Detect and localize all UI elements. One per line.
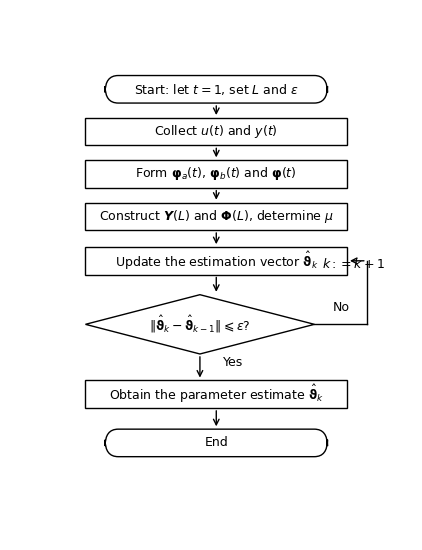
Text: Obtain the parameter estimate $\hat{\boldsymbol{\vartheta}}_k$: Obtain the parameter estimate $\hat{\bol…	[109, 383, 324, 405]
Text: End: End	[204, 436, 228, 449]
FancyBboxPatch shape	[105, 75, 327, 103]
Text: Collect $u(t)$ and $y(t)$: Collect $u(t)$ and $y(t)$	[154, 123, 278, 140]
Text: No: No	[333, 301, 349, 314]
Text: Start: let $t=1$, set $L$ and $\varepsilon$: Start: let $t=1$, set $L$ and $\varepsil…	[134, 82, 299, 97]
Text: Form $\boldsymbol{\varphi}_{a}(t)$, $\boldsymbol{\varphi}_{b}(t)$ and $\boldsymb: Form $\boldsymbol{\varphi}_{a}(t)$, $\bo…	[135, 166, 297, 183]
Bar	[85, 160, 347, 188]
Bar	[85, 118, 347, 145]
Polygon shape	[86, 295, 314, 354]
Bar	[85, 381, 347, 408]
Text: $\|\hat{\boldsymbol{\vartheta}}_k - \hat{\boldsymbol{\vartheta}}_{k-1}\| \leqsla: $\|\hat{\boldsymbol{\vartheta}}_k - \hat…	[149, 314, 251, 335]
FancyBboxPatch shape	[105, 429, 327, 456]
Text: Update the estimation vector $\hat{\boldsymbol{\vartheta}}_k$: Update the estimation vector $\hat{\bold…	[114, 250, 318, 272]
Bar	[85, 202, 347, 230]
Text: Yes: Yes	[223, 356, 243, 369]
Text: Construct $\boldsymbol{Y}(L)$ and $\boldsymbol{\Phi}(L)$, determine $\mu$: Construct $\boldsymbol{Y}(L)$ and $\bold…	[99, 208, 334, 225]
Bar	[85, 247, 347, 274]
Text: $k:=k+1$: $k:=k+1$	[322, 257, 385, 271]
